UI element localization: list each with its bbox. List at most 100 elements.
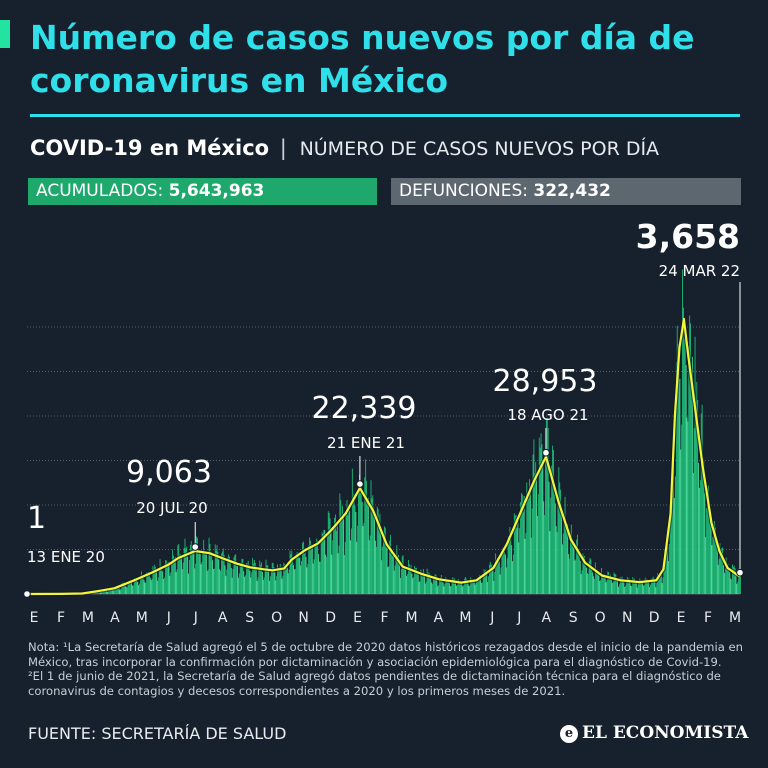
daily-bar (660, 572, 662, 594)
daily-bar (448, 579, 449, 594)
daily-bar (493, 580, 495, 594)
daily-bar (537, 515, 538, 594)
daily-bar (618, 584, 620, 594)
note-1: Nota: ¹La Secretaría de Salud agregó el … (28, 640, 743, 669)
daily-bar (135, 579, 137, 594)
daily-bar (157, 577, 159, 594)
daily-bar (370, 480, 372, 594)
daily-bar (544, 514, 546, 594)
daily-bar (641, 582, 643, 594)
daily-bar (523, 496, 525, 594)
daily-bar (265, 559, 267, 594)
daily-bar (276, 576, 278, 594)
daily-bar (229, 556, 230, 594)
daily-bar (589, 558, 591, 594)
annotation-value: 1 (27, 501, 46, 536)
daily-bar (253, 560, 255, 594)
daily-bar (195, 563, 197, 594)
daily-bar (151, 578, 153, 594)
daily-bar (456, 585, 457, 594)
daily-bar (588, 561, 590, 594)
daily-bar (432, 583, 433, 594)
daily-bar (326, 556, 327, 594)
daily-bar (245, 563, 247, 594)
daily-bar (361, 501, 363, 594)
daily-bar (150, 580, 152, 594)
daily-bar (137, 581, 139, 594)
month-tick-label: M (136, 610, 148, 626)
daily-bar (346, 500, 348, 594)
daily-bar (491, 565, 493, 594)
daily-bar (207, 569, 209, 594)
daily-bar (127, 583, 129, 594)
daily-bar (344, 541, 346, 594)
daily-bar (692, 473, 694, 594)
daily-bar (715, 539, 717, 594)
daily-bar (338, 545, 340, 594)
daily-bar (654, 578, 656, 594)
daily-bar (451, 578, 453, 594)
daily-bar (723, 573, 725, 594)
daily-bar (204, 552, 205, 594)
month-tick-label: F (380, 610, 388, 626)
daily-bar (330, 527, 332, 594)
daily-bar (160, 569, 162, 594)
month-tick-label: O (595, 610, 606, 626)
daily-bar (319, 561, 321, 594)
daily-bar (705, 536, 707, 594)
daily-bar (357, 525, 359, 594)
daily-bar (628, 578, 630, 594)
daily-bar (684, 335, 686, 594)
daily-bar (257, 577, 259, 594)
daily-bar (180, 555, 182, 594)
daily-bar (529, 489, 531, 594)
annotation-point (736, 568, 744, 577)
daily-bar (591, 568, 593, 594)
daily-bar (708, 506, 710, 594)
month-tick-label: A (434, 610, 444, 626)
month-tick-label: J (489, 610, 494, 626)
daily-bar (425, 581, 427, 594)
daily-bar (539, 447, 541, 594)
daily-bar (296, 551, 298, 594)
daily-bar (145, 582, 147, 594)
annotation-point (23, 590, 31, 598)
daily-bar (586, 567, 587, 594)
daily-bar (339, 493, 341, 594)
daily-bar (652, 576, 654, 594)
daily-bar (514, 515, 516, 594)
daily-bar (671, 490, 673, 594)
daily-bar (496, 561, 497, 594)
daily-bar (639, 578, 641, 594)
daily-bar (351, 528, 352, 594)
daily-bar (223, 555, 225, 594)
daily-bar (554, 503, 556, 594)
month-tick-label: J (516, 610, 521, 626)
daily-bar (154, 564, 156, 594)
daily-bar (720, 549, 722, 594)
daily-bar (739, 569, 740, 594)
daily-bar (667, 560, 669, 594)
daily-bar (184, 538, 186, 594)
daily-bar (140, 576, 141, 594)
daily-bar (555, 526, 557, 594)
daily-bar (286, 567, 287, 594)
daily-bar (596, 569, 598, 594)
month-tick-label: N (622, 610, 632, 626)
daily-bar (293, 565, 294, 594)
daily-bar (362, 526, 364, 594)
daily-bar (480, 582, 482, 594)
daily-bar (350, 540, 351, 594)
daily-bar (302, 541, 304, 594)
daily-bar (363, 523, 365, 594)
daily-bar (636, 587, 638, 594)
daily-bar (238, 573, 240, 594)
daily-bar (570, 524, 572, 594)
daily-bar (436, 578, 438, 594)
daily-bar (133, 578, 135, 594)
daily-bar (333, 529, 335, 594)
daily-bar (214, 544, 216, 594)
daily-bar (507, 536, 509, 594)
daily-bar (630, 585, 632, 594)
daily-bar (499, 574, 501, 594)
